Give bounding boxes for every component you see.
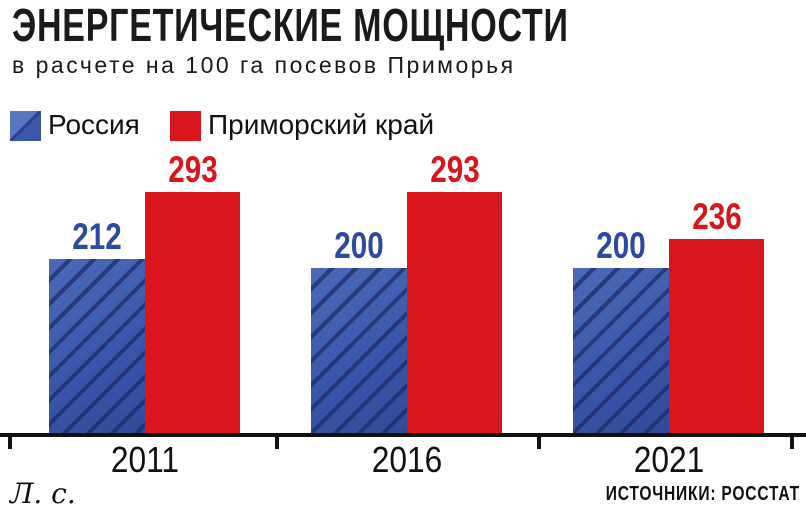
value-label-russia-2021: 200 — [596, 225, 646, 266]
value-label-primorye-2016: 293 — [429, 149, 480, 190]
unit-label: Л. с. — [10, 477, 76, 510]
axis-tick-3 — [790, 433, 794, 449]
year-label-2021: 2021 — [633, 439, 705, 480]
bar-primorye-2016 — [407, 192, 502, 433]
legend-swatch-primorye — [170, 111, 201, 141]
value-label-primorye-2011: 293 — [167, 149, 218, 190]
year-label-2011: 2011 — [110, 439, 180, 480]
legend-label-primorye: Приморский край — [208, 109, 435, 140]
chart-title: ЭНЕРГЕТИЧЕСКИЕ МОЩНОСТИ — [12, 0, 569, 51]
year-label-2016: 2016 — [371, 439, 443, 480]
x-axis-line — [0, 433, 806, 437]
value-label-primorye-2021: 236 — [691, 196, 742, 237]
legend-swatch-russia — [10, 111, 41, 141]
chart-subtitle: в расчете на 100 га посевов Приморья — [12, 52, 516, 78]
bar-russia-2011 — [49, 259, 145, 433]
source-label: ИСТОЧНИКИ: РОССТАТ — [605, 483, 800, 505]
legend-label-russia: Россия — [48, 109, 140, 140]
value-label-russia-2011: 212 — [72, 216, 122, 257]
bar-primorye-2021 — [669, 239, 764, 433]
value-label-russia-2016: 200 — [334, 225, 384, 266]
axis-tick-0 — [8, 433, 12, 449]
axis-tick-1 — [275, 433, 279, 449]
bar-primorye-2011 — [145, 192, 240, 433]
axis-tick-2 — [537, 433, 541, 449]
bar-russia-2016 — [311, 268, 407, 433]
bar-russia-2021 — [573, 268, 669, 433]
